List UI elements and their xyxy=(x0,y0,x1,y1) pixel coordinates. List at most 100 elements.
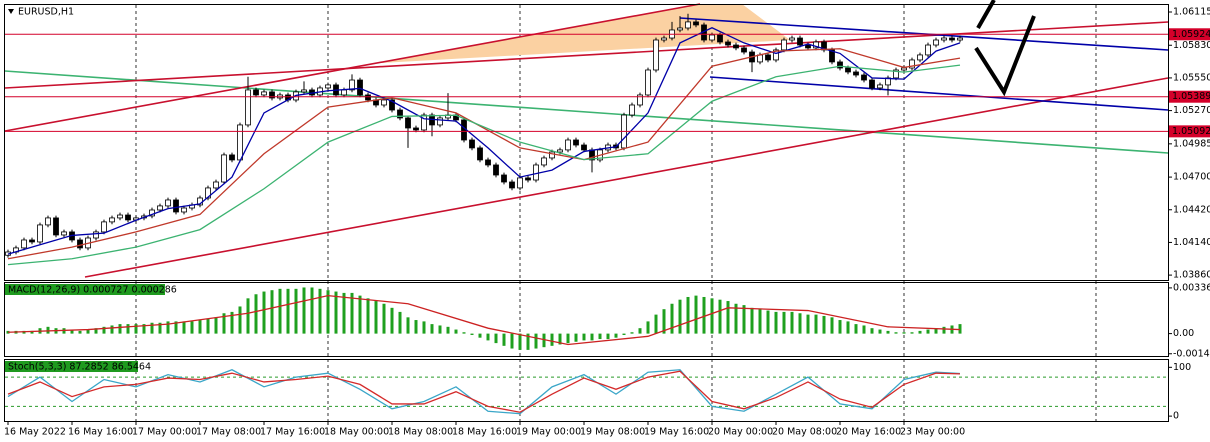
histogram-bar xyxy=(470,333,474,335)
histogram-bar xyxy=(838,320,842,334)
price-label: 1.05924 xyxy=(1172,29,1210,40)
histogram-bar xyxy=(558,333,562,345)
candle-body xyxy=(517,177,523,189)
candle-body xyxy=(661,37,667,41)
histogram-bar xyxy=(678,299,682,334)
candle-body xyxy=(757,54,763,63)
histogram-bar xyxy=(590,333,594,341)
histogram-bar xyxy=(326,290,330,334)
histogram-bar xyxy=(414,320,418,334)
signal-line xyxy=(7,294,961,346)
x-tick-label: 18 May 16:00 xyxy=(452,427,517,438)
x-tick-label: 18 May 00:00 xyxy=(324,427,389,438)
histogram-bar xyxy=(806,314,810,334)
histogram-bar xyxy=(110,325,114,334)
candle-body xyxy=(733,44,739,49)
candle-body xyxy=(101,221,107,233)
histogram-bar xyxy=(574,333,578,342)
histogram-bar xyxy=(366,298,370,334)
candle-body xyxy=(917,54,923,61)
stoch-title-box xyxy=(5,361,138,372)
y-tick-label: -0.001485 xyxy=(1173,348,1210,359)
histogram-bar xyxy=(262,291,266,334)
trend-line xyxy=(4,21,1169,89)
histogram-bar xyxy=(334,291,338,334)
histogram-bar xyxy=(782,311,786,334)
candle-body xyxy=(109,217,115,223)
histogram-bar xyxy=(230,311,234,334)
x-tick-label: 18 May 08:00 xyxy=(388,427,453,438)
moving-average xyxy=(7,27,961,255)
candle-body xyxy=(381,99,387,106)
histogram-bar xyxy=(278,288,282,334)
candle-body xyxy=(405,117,411,129)
candle-body xyxy=(805,44,811,49)
hand-check xyxy=(974,15,1036,97)
panels xyxy=(4,4,1169,422)
x-tick-label: 19 May 16:00 xyxy=(644,427,709,438)
candle-body xyxy=(269,91,275,99)
candle-body xyxy=(29,239,35,243)
candle-body xyxy=(813,41,819,49)
x-tick-label: 20 May 16:00 xyxy=(836,427,901,438)
candle-body xyxy=(933,39,939,46)
histogram-bar xyxy=(462,332,466,334)
candle-body xyxy=(549,151,555,159)
histogram-bar xyxy=(374,301,378,334)
symbol-title: EURUSD,H1 xyxy=(18,7,74,18)
histogram-bar xyxy=(102,326,106,334)
histogram-bar xyxy=(294,288,298,334)
histogram-bar xyxy=(750,307,754,334)
histogram-bar xyxy=(758,309,762,334)
histogram-bar xyxy=(830,317,834,334)
histogram-bar xyxy=(718,299,722,334)
candle-body xyxy=(797,37,803,46)
hand-stroke xyxy=(976,0,996,29)
y-tick-label: 1.03860 xyxy=(1173,270,1210,281)
candle-body xyxy=(245,89,251,126)
candle-body xyxy=(781,39,787,51)
moving-average xyxy=(7,48,961,260)
candle-body xyxy=(37,224,43,243)
histogram-bar xyxy=(814,314,818,334)
x-tick-label: 19 May 08:00 xyxy=(580,427,645,438)
histogram-bar xyxy=(30,330,34,334)
candle-body xyxy=(645,69,651,96)
histogram-bar xyxy=(342,292,346,334)
histogram-bar xyxy=(70,329,74,334)
histogram-bar xyxy=(614,333,618,338)
candle-body xyxy=(397,109,403,119)
histogram-bar xyxy=(910,332,914,334)
histogram-bar xyxy=(710,298,714,334)
histogram-bar xyxy=(582,333,586,341)
x-tick-label: 16 May 2022 xyxy=(4,427,66,438)
y-tick-label: 1.04140 xyxy=(1173,237,1210,248)
histogram-bar xyxy=(550,333,554,346)
candle-body xyxy=(357,79,363,96)
candle-body xyxy=(773,49,779,61)
x-tick-label: 17 May 00:00 xyxy=(132,427,197,438)
histogram-bar xyxy=(222,313,226,334)
candle-body xyxy=(349,79,355,91)
histogram-bar xyxy=(846,321,850,334)
histogram-bar xyxy=(894,332,898,334)
x-tick-label: 17 May 08:00 xyxy=(196,427,261,438)
y-tick-label: 1.04420 xyxy=(1173,204,1210,215)
histogram-bar xyxy=(518,333,522,350)
price-label-box xyxy=(1169,125,1210,138)
y-tick-label: 1.05550 xyxy=(1173,72,1210,83)
candle-body xyxy=(685,21,691,29)
candle-body xyxy=(565,139,571,151)
y-tick-label: 1.05830 xyxy=(1173,40,1210,51)
candle-body xyxy=(557,149,563,153)
annotation xyxy=(974,0,1036,97)
price-label: 1.05092 xyxy=(1172,126,1210,137)
histogram-bar xyxy=(766,310,770,334)
candle-body xyxy=(261,91,267,96)
trend-line xyxy=(4,70,1169,154)
candle-body xyxy=(581,144,587,151)
x-tick-label: 20 May 00:00 xyxy=(708,427,773,438)
histogram-bar xyxy=(134,324,138,334)
histogram-bar xyxy=(174,321,178,334)
candle-body xyxy=(253,89,259,96)
